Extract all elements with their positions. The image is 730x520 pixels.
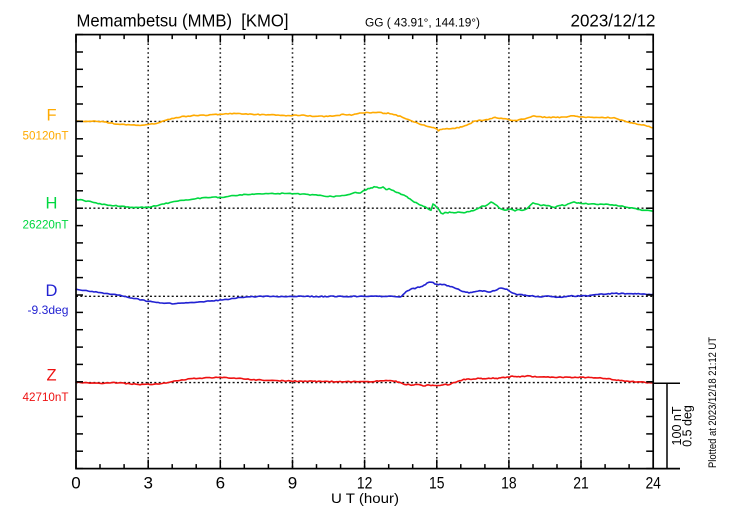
svg-text:Memambetsu (MMB) [KMO]: Memambetsu (MMB) [KMO] (77, 10, 289, 30)
svg-text:12: 12 (357, 474, 373, 493)
svg-text:GG ( 43.91°, 144.19°): GG ( 43.91°, 144.19°) (365, 17, 480, 29)
svg-text:Z: Z (46, 367, 56, 385)
svg-text:26220nT: 26220nT (23, 217, 70, 231)
svg-text:50120nT: 50120nT (23, 128, 70, 142)
svg-text:21: 21 (573, 474, 589, 493)
svg-text:Plotted at 2023/12/18 21:12 UT: Plotted at 2023/12/18 21:12 UT (707, 337, 719, 468)
svg-text:2023/12/12: 2023/12/12 (571, 11, 656, 31)
svg-text:U T (hour): U T (hour) (331, 490, 399, 506)
svg-text:D: D (46, 282, 58, 300)
svg-text:0.5 deg: 0.5 deg (681, 405, 695, 447)
svg-text:3: 3 (143, 474, 152, 493)
svg-text:18: 18 (501, 474, 517, 493)
svg-text:9: 9 (288, 474, 297, 493)
svg-text:6: 6 (216, 474, 225, 493)
svg-text:F: F (46, 106, 56, 124)
svg-text:42710nT: 42710nT (23, 390, 70, 404)
svg-text:0: 0 (71, 474, 80, 493)
svg-text:-9.3deg: -9.3deg (28, 303, 69, 317)
svg-text:24: 24 (645, 474, 661, 493)
svg-text:15: 15 (429, 474, 445, 493)
svg-text:H: H (46, 195, 58, 213)
svg-text:100 nT: 100 nT (670, 406, 684, 445)
